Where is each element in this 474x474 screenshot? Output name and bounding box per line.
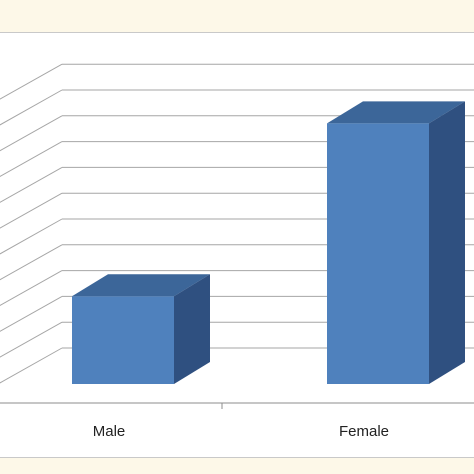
gridline-wall [0, 270, 63, 307]
bar-side-face [429, 101, 465, 385]
gridline-wall [0, 89, 63, 126]
gridline-wall [0, 63, 63, 100]
bar-female [327, 101, 465, 385]
x-tick-label: Female [339, 423, 389, 440]
x-axis [0, 402, 474, 409]
x-tick-labels: Male Female [93, 423, 389, 440]
gridline-wall [0, 295, 63, 332]
gridline-wall [0, 244, 63, 281]
bars [72, 101, 465, 385]
bar-top-face [327, 101, 465, 124]
bar-front-face [327, 123, 429, 385]
bar-side-face [174, 274, 210, 384]
gridline-wall [0, 192, 63, 229]
bar-front-face [72, 296, 174, 384]
gridline-wall [0, 141, 63, 178]
gridline-wall [0, 166, 63, 203]
gridline-wall [0, 218, 63, 255]
gridline-wall [0, 321, 63, 358]
gridline-wall [0, 115, 63, 152]
x-tick-label: Male [93, 423, 126, 440]
gridline-wall [0, 347, 63, 384]
bar-male [72, 274, 210, 384]
bar-top-face [72, 274, 210, 297]
